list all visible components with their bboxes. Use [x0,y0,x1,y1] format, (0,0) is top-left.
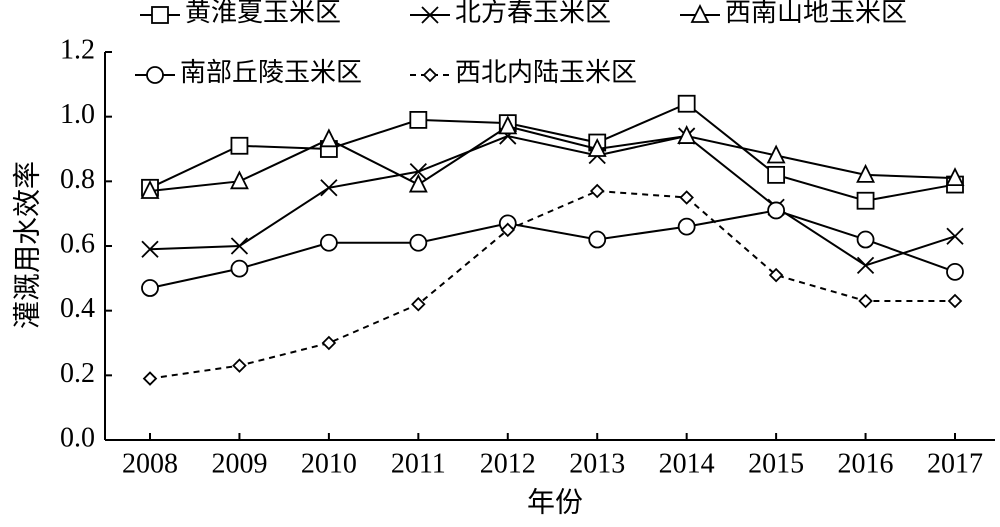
x-tick-label: 2017 [927,448,983,479]
marker [766,144,786,164]
legend-marker [146,66,164,84]
y-tick-label: 0.4 [60,293,95,324]
marker [679,190,694,205]
series-line [149,134,956,267]
legend-marker [151,6,169,24]
marker [230,237,249,255]
marker [856,256,875,275]
marker [319,128,339,148]
marker [230,136,249,155]
marker [409,111,428,129]
marker [677,125,697,144]
marker [408,173,428,193]
series-line [149,209,956,290]
y-tick-label: 0.8 [60,164,95,195]
legend-label: 黄淮夏玉米区 [185,0,341,27]
x-tick-label: 2015 [748,448,804,479]
marker [411,296,426,312]
legend-label: 西北内陆玉米区 [455,58,637,87]
y-tick-label: 0.6 [60,228,95,259]
x-tick-label: 2008 [122,448,178,479]
x-tick-label: 2013 [569,448,625,479]
marker [500,222,516,238]
marker [677,217,696,236]
marker [229,170,249,190]
marker [946,227,964,245]
marker [946,262,964,281]
y-tick-label: 1.0 [60,99,95,130]
x-tick-label: 2012 [480,448,536,479]
marker [677,94,696,113]
marker [587,137,607,157]
y-tick-label: 1.2 [60,34,95,65]
marker [141,279,159,297]
marker [232,358,247,373]
marker [767,165,786,184]
marker [320,179,338,197]
marker [230,259,249,278]
marker [321,335,337,351]
marker [141,240,159,258]
marker [409,162,427,181]
marker [498,115,518,135]
x-tick-label: 2016 [838,448,894,479]
legend-label: 南部丘陵玉米区 [180,58,362,87]
marker [856,230,875,249]
legend-label: 北方春玉米区 [455,0,611,27]
legend-marker [422,67,438,83]
legend-label: 西南山地玉米区 [725,0,907,27]
x-tick-label: 2014 [659,448,715,479]
marker [945,167,965,187]
series-line [149,125,956,193]
series-line [149,102,956,202]
marker [856,163,876,183]
marker [768,267,784,283]
y-tick-label: 0.2 [60,358,95,389]
series-line [149,190,955,380]
marker [947,293,963,309]
marker [409,233,428,252]
marker [140,180,160,199]
marker [589,183,605,199]
y-axis-label: 灌溉用水效率 [11,161,43,329]
marker [858,293,873,309]
marker [142,371,158,386]
legend-marker [690,3,710,23]
marker [767,201,786,220]
x-axis-label: 年份 [527,486,583,518]
legend-marker [421,6,439,24]
marker [319,233,338,252]
marker [856,191,875,210]
y-tick-label: 0.0 [60,422,95,453]
x-tick-label: 2010 [301,448,357,479]
x-tick-label: 2009 [211,448,267,479]
marker [588,230,607,249]
x-tick-label: 2011 [391,448,446,479]
